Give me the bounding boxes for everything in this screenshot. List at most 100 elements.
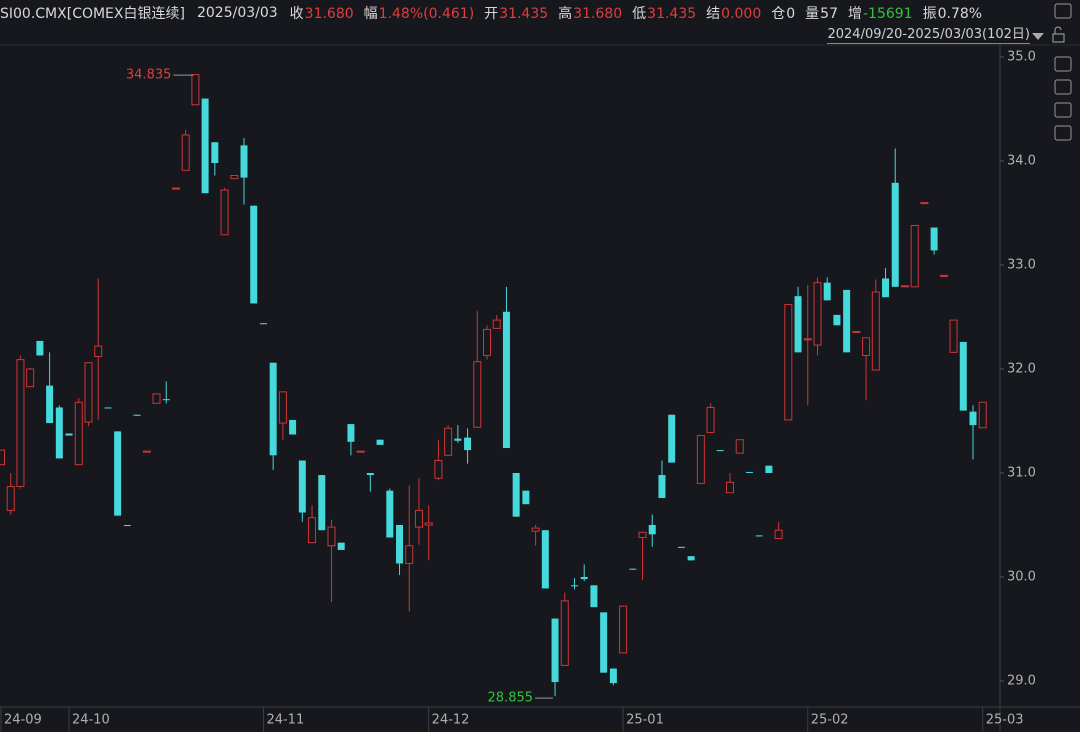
date-range[interactable]: 2024/09/20-2025/03/03(102日)	[827, 27, 1030, 44]
candle-body	[794, 296, 802, 353]
candle-body	[512, 472, 520, 517]
candle-body	[677, 546, 685, 548]
candle-body	[337, 542, 345, 550]
candle-body	[171, 187, 180, 190]
candle-body	[55, 407, 63, 459]
lock-icon[interactable]	[1052, 33, 1065, 43]
field-value: 0.000	[721, 6, 762, 22]
candle-body	[16, 359, 25, 488]
candle-body	[386, 490, 394, 538]
field-value: 31.680	[304, 6, 354, 22]
y-tick-label: 32.0	[1007, 361, 1036, 376]
low-label: 28.855	[488, 691, 534, 706]
candle-body	[318, 475, 326, 531]
candle-body	[191, 74, 200, 106]
candle-body	[823, 282, 831, 301]
candle-body	[454, 438, 462, 441]
candle-body	[755, 535, 763, 537]
field-value: 31.435	[647, 6, 697, 22]
field-label: 开	[484, 6, 499, 22]
candle-body	[833, 314, 841, 326]
candle-body	[891, 182, 899, 287]
icon-button[interactable]	[1054, 79, 1072, 95]
candle-body	[531, 527, 540, 532]
candle-body	[648, 524, 656, 535]
field-value: 31.680	[573, 6, 623, 22]
header-field: 仓0	[771, 3, 795, 23]
candle-body	[114, 431, 122, 516]
candle-body	[978, 401, 987, 429]
field-value: -15691	[863, 6, 913, 22]
candle-body	[298, 460, 306, 513]
candle-body	[133, 414, 141, 416]
x-tick-label: 24-12	[432, 713, 470, 728]
candle-body	[240, 145, 248, 178]
candle-body	[278, 391, 287, 424]
candle-body	[483, 328, 491, 356]
lock-icon	[1054, 26, 1062, 34]
candle-body	[424, 522, 433, 526]
candle-body	[774, 529, 783, 540]
header-field: 开31.435	[484, 3, 548, 23]
candle-body	[376, 439, 384, 445]
candle-body	[609, 668, 617, 684]
candle-body	[930, 227, 938, 251]
candle-body	[638, 531, 647, 538]
candle-body	[619, 605, 628, 654]
candle-body	[26, 368, 35, 388]
x-tick-label: 24-10	[72, 713, 110, 728]
candle-body	[289, 419, 297, 435]
candle-body	[444, 427, 453, 456]
candle-body	[405, 545, 414, 564]
candle-body	[939, 274, 948, 277]
candle-body	[871, 291, 880, 371]
high-label: 34.835	[126, 68, 172, 83]
candle-body	[104, 407, 112, 409]
candle-body	[862, 337, 871, 356]
candle-body	[473, 361, 482, 428]
candle-body	[560, 600, 569, 666]
candle-body	[181, 134, 190, 171]
icon-button[interactable]	[1054, 3, 1072, 19]
header-field: 量57	[805, 3, 838, 23]
field-label: 量	[805, 6, 820, 22]
icon-button[interactable]	[1054, 56, 1072, 72]
y-tick-label: 33.0	[1007, 257, 1036, 272]
icon-button[interactable]	[1054, 125, 1072, 141]
candle-body	[269, 362, 277, 456]
candle-body	[65, 433, 73, 436]
symbol: SI00.CMX[COMEX白银连续]	[0, 6, 185, 22]
candle-body	[843, 289, 851, 353]
candle-body	[813, 282, 822, 346]
header-field: 振0.78%	[923, 3, 982, 23]
dropdown-arrow[interactable]	[1032, 33, 1044, 40]
icon-button[interactable]	[1054, 102, 1072, 118]
candle-body	[366, 472, 374, 476]
field-value: 0	[786, 6, 796, 22]
candle-body	[84, 362, 93, 423]
x-tick-label: 25-02	[811, 713, 849, 728]
x-tick-label: 24-11	[266, 713, 304, 728]
field-label: 幅	[363, 6, 378, 22]
field-value: 57	[820, 6, 838, 22]
candle-body	[250, 205, 258, 304]
candle-body	[706, 406, 715, 433]
candle-body	[230, 175, 239, 180]
candle-body	[696, 435, 705, 484]
candle-body	[668, 414, 676, 463]
candle-body	[123, 524, 131, 527]
field-value: 0.78%	[937, 6, 983, 22]
header-field: 高31.680	[558, 3, 622, 23]
y-tick-label: 35.0	[1007, 49, 1036, 64]
candle-body	[716, 450, 724, 452]
candle-body	[464, 437, 472, 451]
header-field: 收31.680	[290, 3, 354, 23]
field-label: 结	[706, 6, 721, 22]
candle-body	[6, 486, 15, 511]
field-value: 31.435	[499, 6, 549, 22]
candle-body	[259, 323, 267, 325]
candle-body	[502, 311, 510, 449]
